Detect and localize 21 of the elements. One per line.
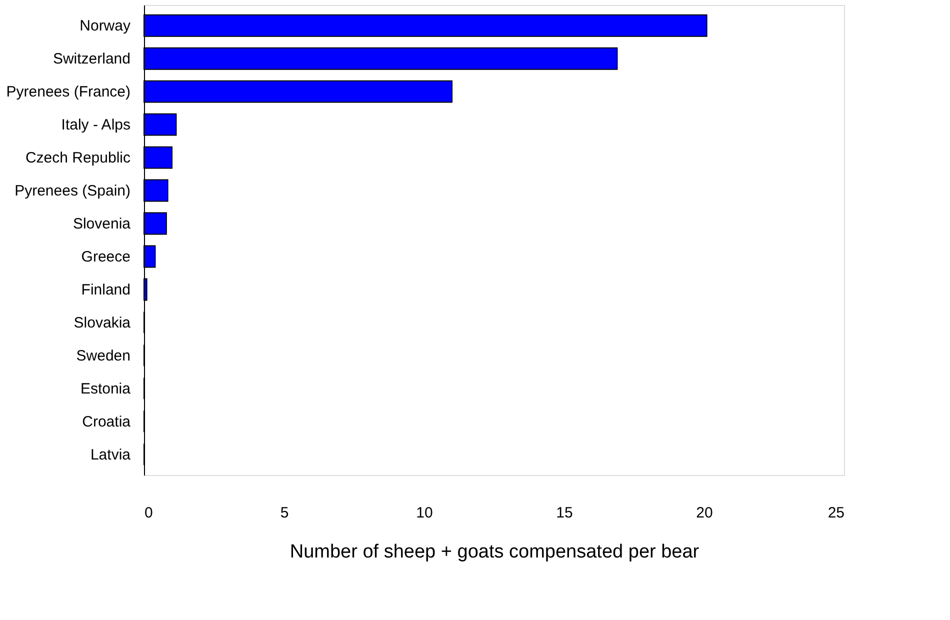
y-tick-label: Pyrenees (France) — [6, 84, 130, 101]
y-tick-label: Finland — [81, 281, 130, 298]
y-tick-label: Czech Republic — [25, 150, 131, 167]
y-tick-label: Greece — [81, 248, 130, 266]
y-tick-label: Croatia — [82, 413, 132, 430]
y-tick-label: Norway — [80, 18, 131, 35]
y-tick-label: Slovenia — [72, 216, 132, 233]
x-axis-title: Number of sheep + goats compensated per bear — [290, 542, 700, 562]
y-tick-label: Slovakia — [74, 314, 132, 332]
x-tick-label: 0 — [144, 504, 153, 522]
y-tick-label: Italy - Alps — [61, 116, 130, 134]
x-tick-label: 15 — [556, 504, 573, 522]
y-tick-label: Pyrenees (Spain) — [14, 182, 130, 200]
y-tick-label: Estonia — [80, 380, 132, 398]
x-tick-label: 5 — [280, 504, 289, 522]
x-tick-label: 20 — [696, 504, 713, 522]
y-tick-label: Switzerland — [52, 50, 130, 68]
y-tick-label: Sweden — [76, 347, 130, 364]
x-tick-label: 10 — [416, 504, 433, 522]
x-tick-label: 25 — [828, 504, 844, 522]
y-tick-label: Latvia — [90, 446, 132, 464]
